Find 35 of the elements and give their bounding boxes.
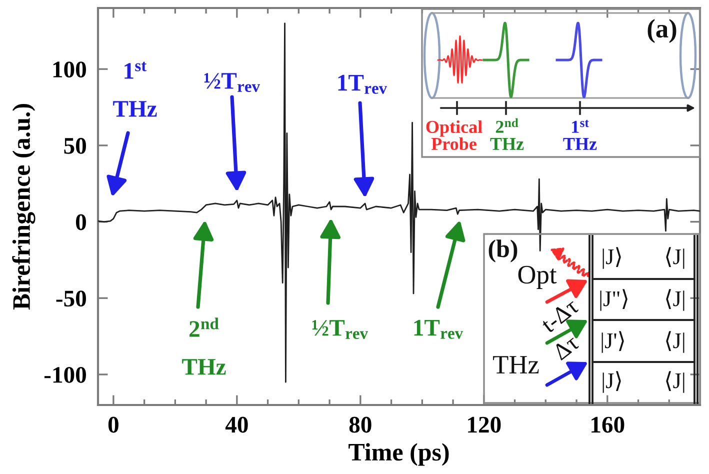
annotation: Δτ — [552, 334, 580, 361]
annotation: 1T$_{rev}$ — [338, 74, 388, 94]
annotation: ½T$_{rev}$ — [204, 73, 260, 92]
y-tick-label: 100 — [53, 62, 86, 78]
x-tick-label: 120 — [468, 416, 501, 433]
annotation: ⟨J| — [666, 371, 684, 393]
annotation: ⟨J| — [666, 331, 684, 353]
y-axis-title: Birefringence (a.u.) — [12, 104, 36, 310]
annotation: |J⟩ — [602, 371, 621, 393]
x-tick-label: 160 — [592, 416, 624, 433]
annotation: THz — [493, 356, 539, 374]
y-tick-label: -100 — [44, 366, 86, 383]
x-axis-title: Time (ps) — [348, 443, 449, 466]
x-tick-label: 80 — [349, 416, 372, 433]
annotation: Opt — [518, 266, 557, 289]
y-tick-label: 50 — [64, 138, 86, 154]
text: 2$^{nd}$ THz — [182, 318, 226, 375]
x-tick-label: 40 — [225, 416, 248, 433]
annotation: t-Δτ — [540, 297, 580, 334]
x-tick-label: 0 — [108, 416, 118, 433]
annotation: |J'⟩ — [602, 331, 624, 353]
y-tick-label: 0 — [76, 214, 86, 230]
annotation: (b) — [488, 240, 518, 262]
annotation: ½T$_{rev}$ — [312, 320, 368, 340]
annotation: 2$^{nd}$ THz — [490, 118, 524, 150]
annotation: |J⟩ — [602, 247, 621, 269]
annotation: ⟨J| — [666, 247, 684, 269]
annotation: Optical Probe — [426, 120, 482, 150]
annotation: 1T$_{rev}$ — [414, 320, 464, 339]
annotation: ⟨J| — [666, 289, 684, 311]
y-tick-label: -50 — [56, 290, 86, 307]
annotation: (a) — [648, 19, 676, 43]
text: 1$^{st}$ THz — [113, 62, 157, 117]
annotation: |J"⟩ — [600, 289, 628, 311]
annotation: 1$^{st}$ THz — [563, 120, 597, 150]
